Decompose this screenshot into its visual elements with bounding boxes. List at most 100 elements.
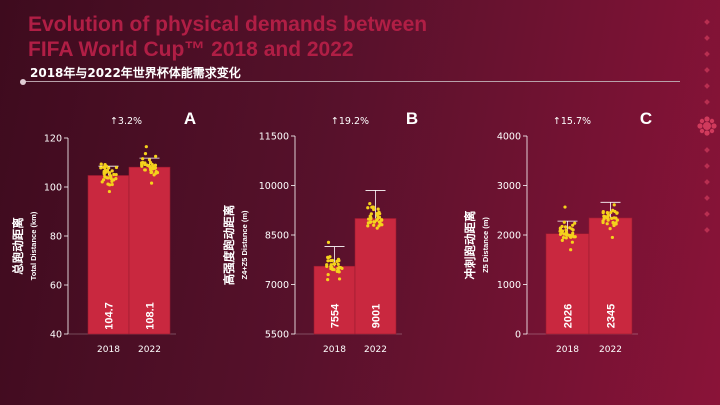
data-point	[558, 232, 563, 236]
data-point	[378, 221, 382, 226]
data-point	[378, 212, 382, 216]
header-divider	[22, 81, 680, 82]
data-point	[570, 240, 574, 244]
data-point	[375, 226, 379, 230]
data-point	[100, 180, 104, 184]
data-point	[332, 262, 336, 266]
data-point	[568, 235, 573, 239]
y-axis-label-english: Z5 Distance (m)	[481, 217, 490, 273]
y-tick-label: 2000	[497, 231, 521, 242]
data-point	[326, 240, 331, 244]
data-point	[149, 181, 154, 185]
bar-value-label: 7554	[330, 303, 342, 328]
data-point	[147, 158, 152, 162]
data-point	[366, 206, 370, 210]
data-point	[612, 216, 616, 220]
data-point	[601, 210, 605, 214]
title-line-1: Evolution of physical demands between	[28, 13, 428, 36]
data-point	[369, 215, 373, 219]
data-point	[332, 267, 336, 272]
y-tick-label: 0	[515, 330, 521, 341]
data-point	[558, 227, 562, 231]
y-tick-label: 5500	[265, 330, 289, 341]
data-point	[610, 216, 614, 220]
data-point	[144, 145, 148, 149]
data-point	[606, 213, 611, 217]
y-axis-label-english: Total Distance (km)	[29, 211, 38, 280]
data-point	[377, 224, 381, 228]
bar-value-label: 2026	[563, 304, 575, 328]
data-point	[110, 182, 114, 187]
y-tick-label: 3000	[497, 181, 521, 192]
data-point	[562, 220, 566, 224]
bar-value-label: 9001	[371, 304, 383, 328]
flower-icon	[697, 116, 717, 136]
x-tick-label: 2022	[599, 345, 622, 355]
data-point	[602, 217, 606, 221]
data-point	[103, 175, 107, 179]
data-point	[143, 168, 147, 172]
y-axis-label-chinese: 高强度跑动距离	[222, 204, 236, 285]
data-point	[375, 213, 380, 218]
data-point	[614, 222, 618, 226]
data-point	[101, 165, 105, 169]
panel-letter: B	[406, 109, 418, 128]
data-point	[605, 211, 609, 215]
bar-2018	[313, 265, 356, 335]
data-point	[335, 269, 339, 274]
y-tick-label: 11500	[259, 132, 289, 143]
y-tick-label: 60	[50, 281, 62, 292]
data-point	[114, 173, 118, 177]
x-tick-label: 2022	[138, 345, 161, 355]
data-point	[150, 162, 154, 166]
x-tick-label: 2018	[323, 345, 346, 355]
data-point	[326, 278, 330, 282]
chart-panel-a: 40 60 80 100 120 104.7 2018 108.1 2022 A ↑3.2% 总跑动距…	[11, 109, 196, 355]
data-point	[110, 169, 114, 173]
data-point	[369, 212, 373, 216]
data-point	[561, 235, 566, 240]
y-tick-label: 8500	[265, 231, 289, 242]
y-tick-label: 100	[44, 183, 62, 194]
data-point	[606, 218, 610, 222]
data-point	[108, 183, 112, 187]
data-point	[610, 235, 614, 240]
data-point	[329, 263, 333, 267]
data-point	[146, 163, 150, 168]
data-point	[560, 238, 564, 242]
data-point	[376, 207, 380, 211]
data-point	[114, 165, 119, 170]
data-point	[611, 220, 615, 225]
data-point	[564, 236, 568, 240]
data-point	[569, 248, 573, 252]
data-point	[330, 258, 335, 263]
data-point	[326, 259, 330, 263]
chart-panel-b: 5500 7000 8500 10000 11500 7554 2018 9001 2022 B ↑…	[222, 109, 418, 355]
data-point	[141, 157, 145, 161]
bar-value-label: 2345	[606, 304, 618, 328]
data-point	[337, 265, 341, 270]
data-point	[109, 174, 113, 178]
y-tick-label: 10000	[259, 181, 289, 192]
data-point	[615, 211, 619, 215]
data-point	[140, 163, 144, 167]
decorative-dot-pattern	[697, 19, 717, 233]
data-point	[368, 201, 372, 206]
y-axis-label-chinese: 总跑动距离	[11, 217, 25, 275]
y-tick-label: 40	[50, 330, 62, 341]
data-point	[612, 203, 616, 207]
x-tick-label: 2018	[97, 345, 120, 355]
data-point	[615, 218, 619, 222]
bar-value-label: 108.1	[145, 302, 157, 330]
data-point	[99, 162, 103, 166]
bar-2022	[354, 218, 397, 335]
data-point	[103, 170, 107, 175]
data-point	[366, 221, 370, 225]
page-title: Evolution of physical demands between FI…	[28, 12, 427, 62]
title-line-2: FIFA World Cup™ 2018 and 2022	[28, 38, 354, 61]
y-tick-label: 120	[44, 134, 62, 145]
data-point	[99, 166, 103, 170]
data-point	[377, 215, 382, 219]
data-point	[366, 224, 370, 228]
